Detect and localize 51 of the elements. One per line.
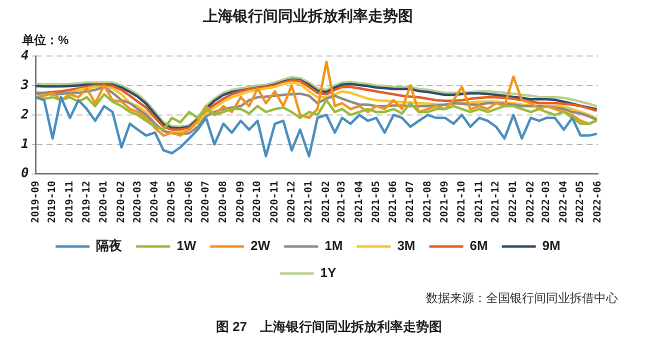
x-tick-label: 2021-07	[405, 180, 416, 224]
x-tick-label: 2021-12	[490, 180, 502, 224]
x-tick-label: 2021-02	[321, 180, 332, 224]
x-tick-label: 2020-01	[98, 180, 110, 224]
legend-label: 9M	[542, 238, 560, 254]
legend-label: 1Y	[320, 265, 337, 280]
x-tick-label: 2021-10	[456, 180, 468, 224]
x-tick-label: 2022-04	[558, 180, 570, 224]
x-tick-label: 2019-11	[64, 180, 76, 224]
x-tick-label: 2022-05	[575, 180, 586, 224]
x-tick-label: 2021-09	[440, 180, 451, 224]
legend-label: 2W	[250, 238, 271, 254]
y-tick-label: 1	[21, 136, 29, 152]
x-tick-label: 2022-02	[525, 180, 536, 224]
x-tick-label: 2021-06	[388, 180, 400, 224]
x-tick-label: 2020-02	[116, 180, 128, 224]
x-tick-label: 2022-06	[592, 180, 604, 224]
x-tick-label: 2021-01	[304, 180, 315, 224]
x-tick-label: 2019-09	[30, 180, 42, 224]
x-tick-label: 2021-04	[354, 180, 366, 224]
y-tick-label: 4	[21, 48, 29, 64]
x-tick-label: 2021-05	[370, 180, 382, 224]
legend-label: 1M	[324, 238, 343, 254]
x-tick-label: 2022-03	[541, 180, 552, 224]
x-tick-label: 2020-09	[235, 180, 246, 224]
source-note: 数据来源：全国银行间同业拆借中心	[426, 290, 618, 307]
x-tick-label: 2021-03	[336, 180, 348, 224]
x-tick-label: 2019-10	[47, 180, 58, 224]
x-tick-label: 2022-01	[508, 180, 520, 224]
y-tick-label: 3	[20, 78, 29, 93]
x-tick-label: 2020-12	[286, 180, 298, 224]
y-tick-label: 0	[21, 166, 29, 182]
x-tick-label: 2020-05	[166, 180, 178, 224]
legend-label: 1W	[176, 238, 197, 254]
legend-label: 6M	[470, 238, 488, 254]
x-tick-label: 2020-06	[184, 180, 195, 224]
y-axis-title: 单位：%	[22, 32, 69, 49]
x-tick-label: 2021-11	[474, 180, 485, 224]
y-tick-label: 2	[20, 107, 29, 122]
legend-label: 隔夜	[96, 238, 124, 254]
x-tick-label: 2020-04	[150, 180, 161, 224]
legend-label: 3M	[397, 238, 416, 254]
x-tick-label: 2021-08	[422, 180, 434, 224]
x-tick-label: 2020-11	[270, 180, 281, 224]
x-tick-label: 2020-03	[132, 180, 144, 224]
chart-title: 上海银行间同业拆放利率走势图	[202, 7, 413, 26]
x-tick-label: 2020-08	[218, 180, 229, 224]
caption: 图 27 上海银行间同业拆放利率走势图	[214, 318, 444, 336]
x-tick-label: 2019-12	[81, 180, 92, 224]
x-tick-label: 2020-10	[252, 180, 264, 224]
x-tick-label: 2020-07	[200, 180, 212, 224]
